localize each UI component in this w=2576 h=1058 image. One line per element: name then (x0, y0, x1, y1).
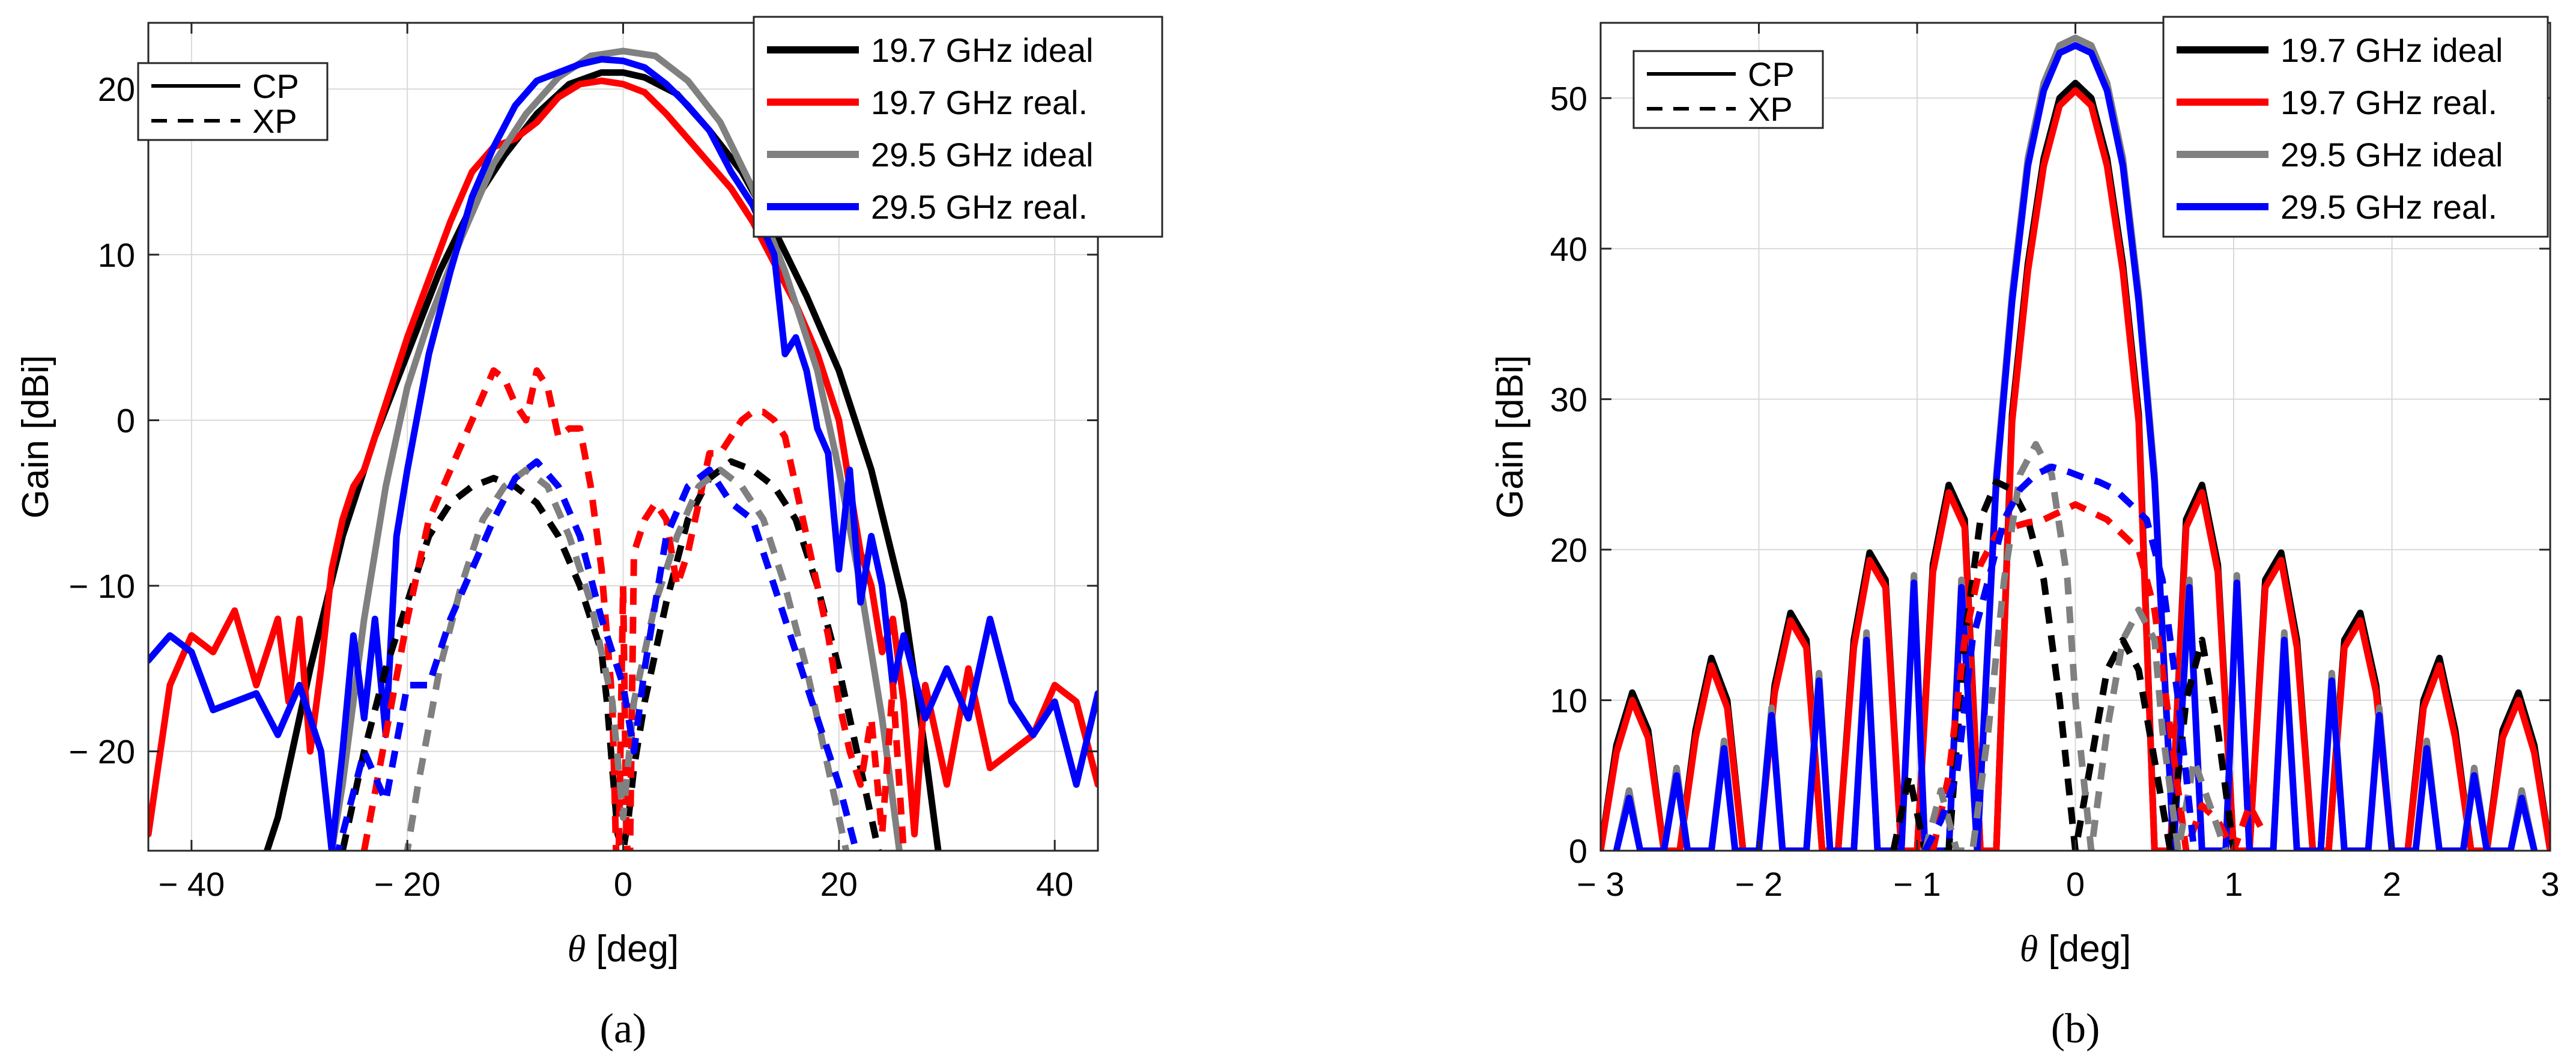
chart-b-series-legend-label-3: 29.5 GHz real. (2281, 188, 2497, 226)
chart-a-style-legend-label-cp: CP (252, 67, 299, 105)
chart-b-series-29-5-ghz-ideal-xp (1921, 441, 2229, 851)
chart-b-series-legend: 19.7 GHz ideal 19.7 GHz real. 29.5 GHz ide… (2162, 16, 2549, 238)
chart-a-plot-area (148, 47, 1098, 851)
chart-b-xtick-label-4: 1 (2224, 865, 2243, 903)
chart-a-x-axis-space (586, 928, 596, 970)
chart-a-ytick-label-3: 10 (98, 236, 135, 274)
chart-b-x-axis-symbol: θ (2020, 929, 2038, 970)
chart-a-xtick-label-3: 20 (820, 865, 858, 903)
chart-a-x-axis-unit: [deg] (596, 928, 679, 970)
chart-b-xtick-label-2: − 1 (1893, 865, 1941, 903)
chart-b-series-19-7-ghz-ideal-xp (1890, 478, 2237, 851)
chart-b-ytick-label-5: 50 (1550, 79, 1587, 117)
chart-b-panel-label: (b) (2051, 1006, 2100, 1052)
chart-b-xtick-label-0: − 3 (1577, 865, 1624, 903)
chart-a-series-legend-label-2: 29.5 GHz ideal (871, 136, 1093, 174)
chart-a-xtick-label-1: − 20 (374, 865, 441, 903)
chart-b-series-29-5-ghz-real-cp (1613, 42, 2538, 851)
chart-a-xtick-label-4: 40 (1036, 865, 1073, 903)
chart-a-series-legend-label-1: 19.7 GHz real. (871, 84, 1088, 121)
chart-b-x-axis-label: θ [deg] (2020, 928, 2132, 970)
chart-a-ytick-label-4: 20 (98, 70, 135, 108)
chart-b-ytick-label-1: 10 (1550, 681, 1587, 719)
chart-a-panel-label: (a) (600, 1006, 647, 1052)
chart-b-plot-area (1601, 34, 2550, 851)
chart-a-y-axis-label: Gain [dBi] (15, 355, 56, 518)
chart-b-ytick-label-2: 20 (1550, 531, 1587, 569)
chart-b-xtick-label-6: 3 (2541, 865, 2559, 903)
chart-a-style-legend-label-xp: XP (252, 102, 297, 140)
chart-b-style-legend-label-xp: XP (1748, 90, 1793, 128)
chart-b-xtick-label-1: − 2 (1735, 865, 1783, 903)
chart-a-x-axis-label: θ [deg] (568, 928, 679, 970)
chart-b-x-axis-unit: [deg] (2048, 928, 2131, 970)
chart-b-xtick-label-3: 0 (2066, 865, 2085, 903)
chart-a-xtick-label-2: 0 (614, 865, 632, 903)
chart-b-style-legend-box (1632, 50, 1824, 129)
chart-b-series-group (1601, 34, 2550, 851)
chart-b-y-axis-label: Gain [dBi] (1490, 355, 1531, 518)
chart-a-series-29-5-ghz-real-xp (335, 458, 860, 851)
chart-a-xtick-label-0: − 40 (159, 865, 225, 903)
chart-a-series-legend: 19.7 GHz ideal 19.7 GHz real. 29.5 GHz ide… (753, 16, 1163, 238)
chart-b-series-19-7-ghz-ideal-cp (1601, 79, 2550, 851)
chart-a-series-19-7-ghz-real-xp (360, 367, 908, 851)
chart-a-series-legend-label-0: 19.7 GHz ideal (871, 31, 1093, 69)
chart-a-style-legend-box (137, 62, 329, 141)
chart-b-xtick-label-5: 2 (2383, 865, 2401, 903)
chart-b-series-legend-label-0: 19.7 GHz ideal (2281, 31, 2503, 69)
chart-a-series-legend-label-3: 29.5 GHz real. (871, 188, 1088, 226)
chart-a: − 40 − 20 0 20 40 − 20 − 10 0 10 20 Gain [dBi] θ … (15, 16, 1163, 1052)
chart-a-ticks: − 40 − 20 0 20 40 − 20 − 10 0 10 20 (68, 23, 1098, 903)
chart-b-ytick-label-3: 30 (1550, 380, 1587, 418)
chart-a-series-29-5-ghz-ideal-xp (404, 466, 850, 851)
chart-a-series-29-5-ghz-real-cp (148, 56, 1098, 851)
chart-b-x-axis-space (2038, 928, 2048, 970)
chart-b-series-legend-label-1: 19.7 GHz real. (2281, 84, 2497, 121)
chart-b-series-19-7-ghz-real-xp (1929, 501, 2268, 851)
chart-b-ytick-label-4: 40 (1550, 230, 1587, 268)
chart-b-series-legend-label-2: 29.5 GHz ideal (2281, 136, 2503, 174)
chart-a-ytick-label-1: − 10 (68, 567, 135, 605)
chart-a-series-29-5-ghz-ideal-cp (328, 47, 903, 851)
chart-b-series-19-7-ghz-real-cp (1601, 87, 2550, 851)
chart-a-x-axis-symbol: θ (568, 929, 586, 970)
chart-a-ytick-label-2: 0 (117, 401, 135, 439)
chart-a-series-group (148, 47, 1098, 851)
chart-a-ytick-label-0: − 20 (68, 733, 135, 771)
chart-b-style-legend-label-cp: CP (1748, 55, 1795, 93)
chart-b-ytick-label-0: 0 (1569, 832, 1587, 870)
